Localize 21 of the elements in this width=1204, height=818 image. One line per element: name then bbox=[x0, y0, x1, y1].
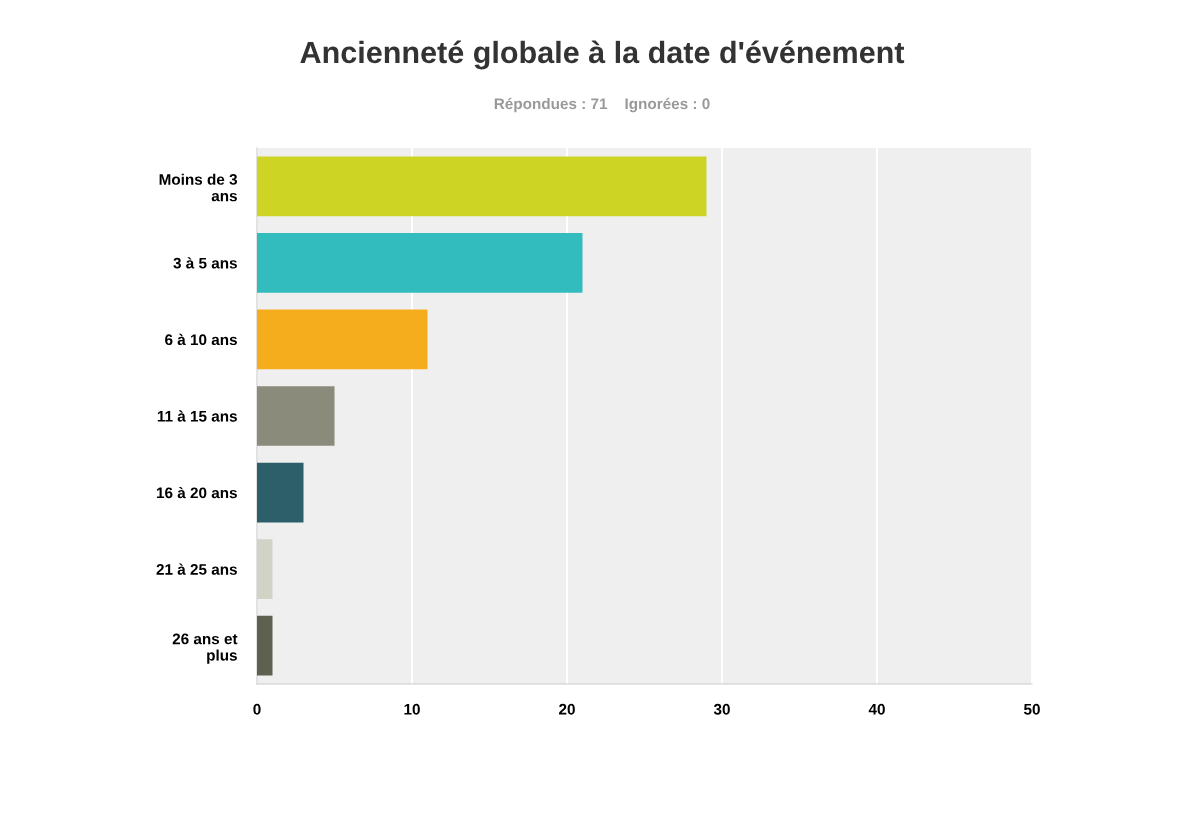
y-tick-label: 16 à 20 ans bbox=[156, 486, 237, 499]
x-tick-label: 0 bbox=[253, 703, 261, 715]
bar bbox=[257, 462, 304, 523]
y-tick-label: Moins de 3 ans bbox=[159, 173, 238, 202]
bar bbox=[257, 309, 428, 370]
x-tick-label: 40 bbox=[868, 703, 885, 715]
x-tick-label: 20 bbox=[559, 703, 575, 715]
x-tick-label: 30 bbox=[713, 703, 730, 715]
x-tick-label: 10 bbox=[404, 703, 420, 715]
bar bbox=[257, 386, 335, 446]
y-tick-label: 26 ans et plus bbox=[172, 633, 238, 664]
bar bbox=[257, 615, 273, 676]
x-tick-label: 50 bbox=[1023, 703, 1040, 715]
chart-title: Ancienneté globale à la date d'événement bbox=[300, 40, 905, 70]
bar bbox=[257, 232, 583, 293]
y-tick-label: 21 à 25 ans bbox=[156, 563, 237, 575]
y-tick-label: 11 à 15 ans bbox=[157, 410, 237, 422]
chart-subtitle: Répondues : 71 Ignorées : 0 bbox=[494, 97, 710, 113]
y-tick-label: 3 à 5 ans bbox=[173, 257, 237, 269]
bar bbox=[257, 156, 707, 217]
y-tick-label: 6 à 10 ans bbox=[165, 333, 237, 346]
